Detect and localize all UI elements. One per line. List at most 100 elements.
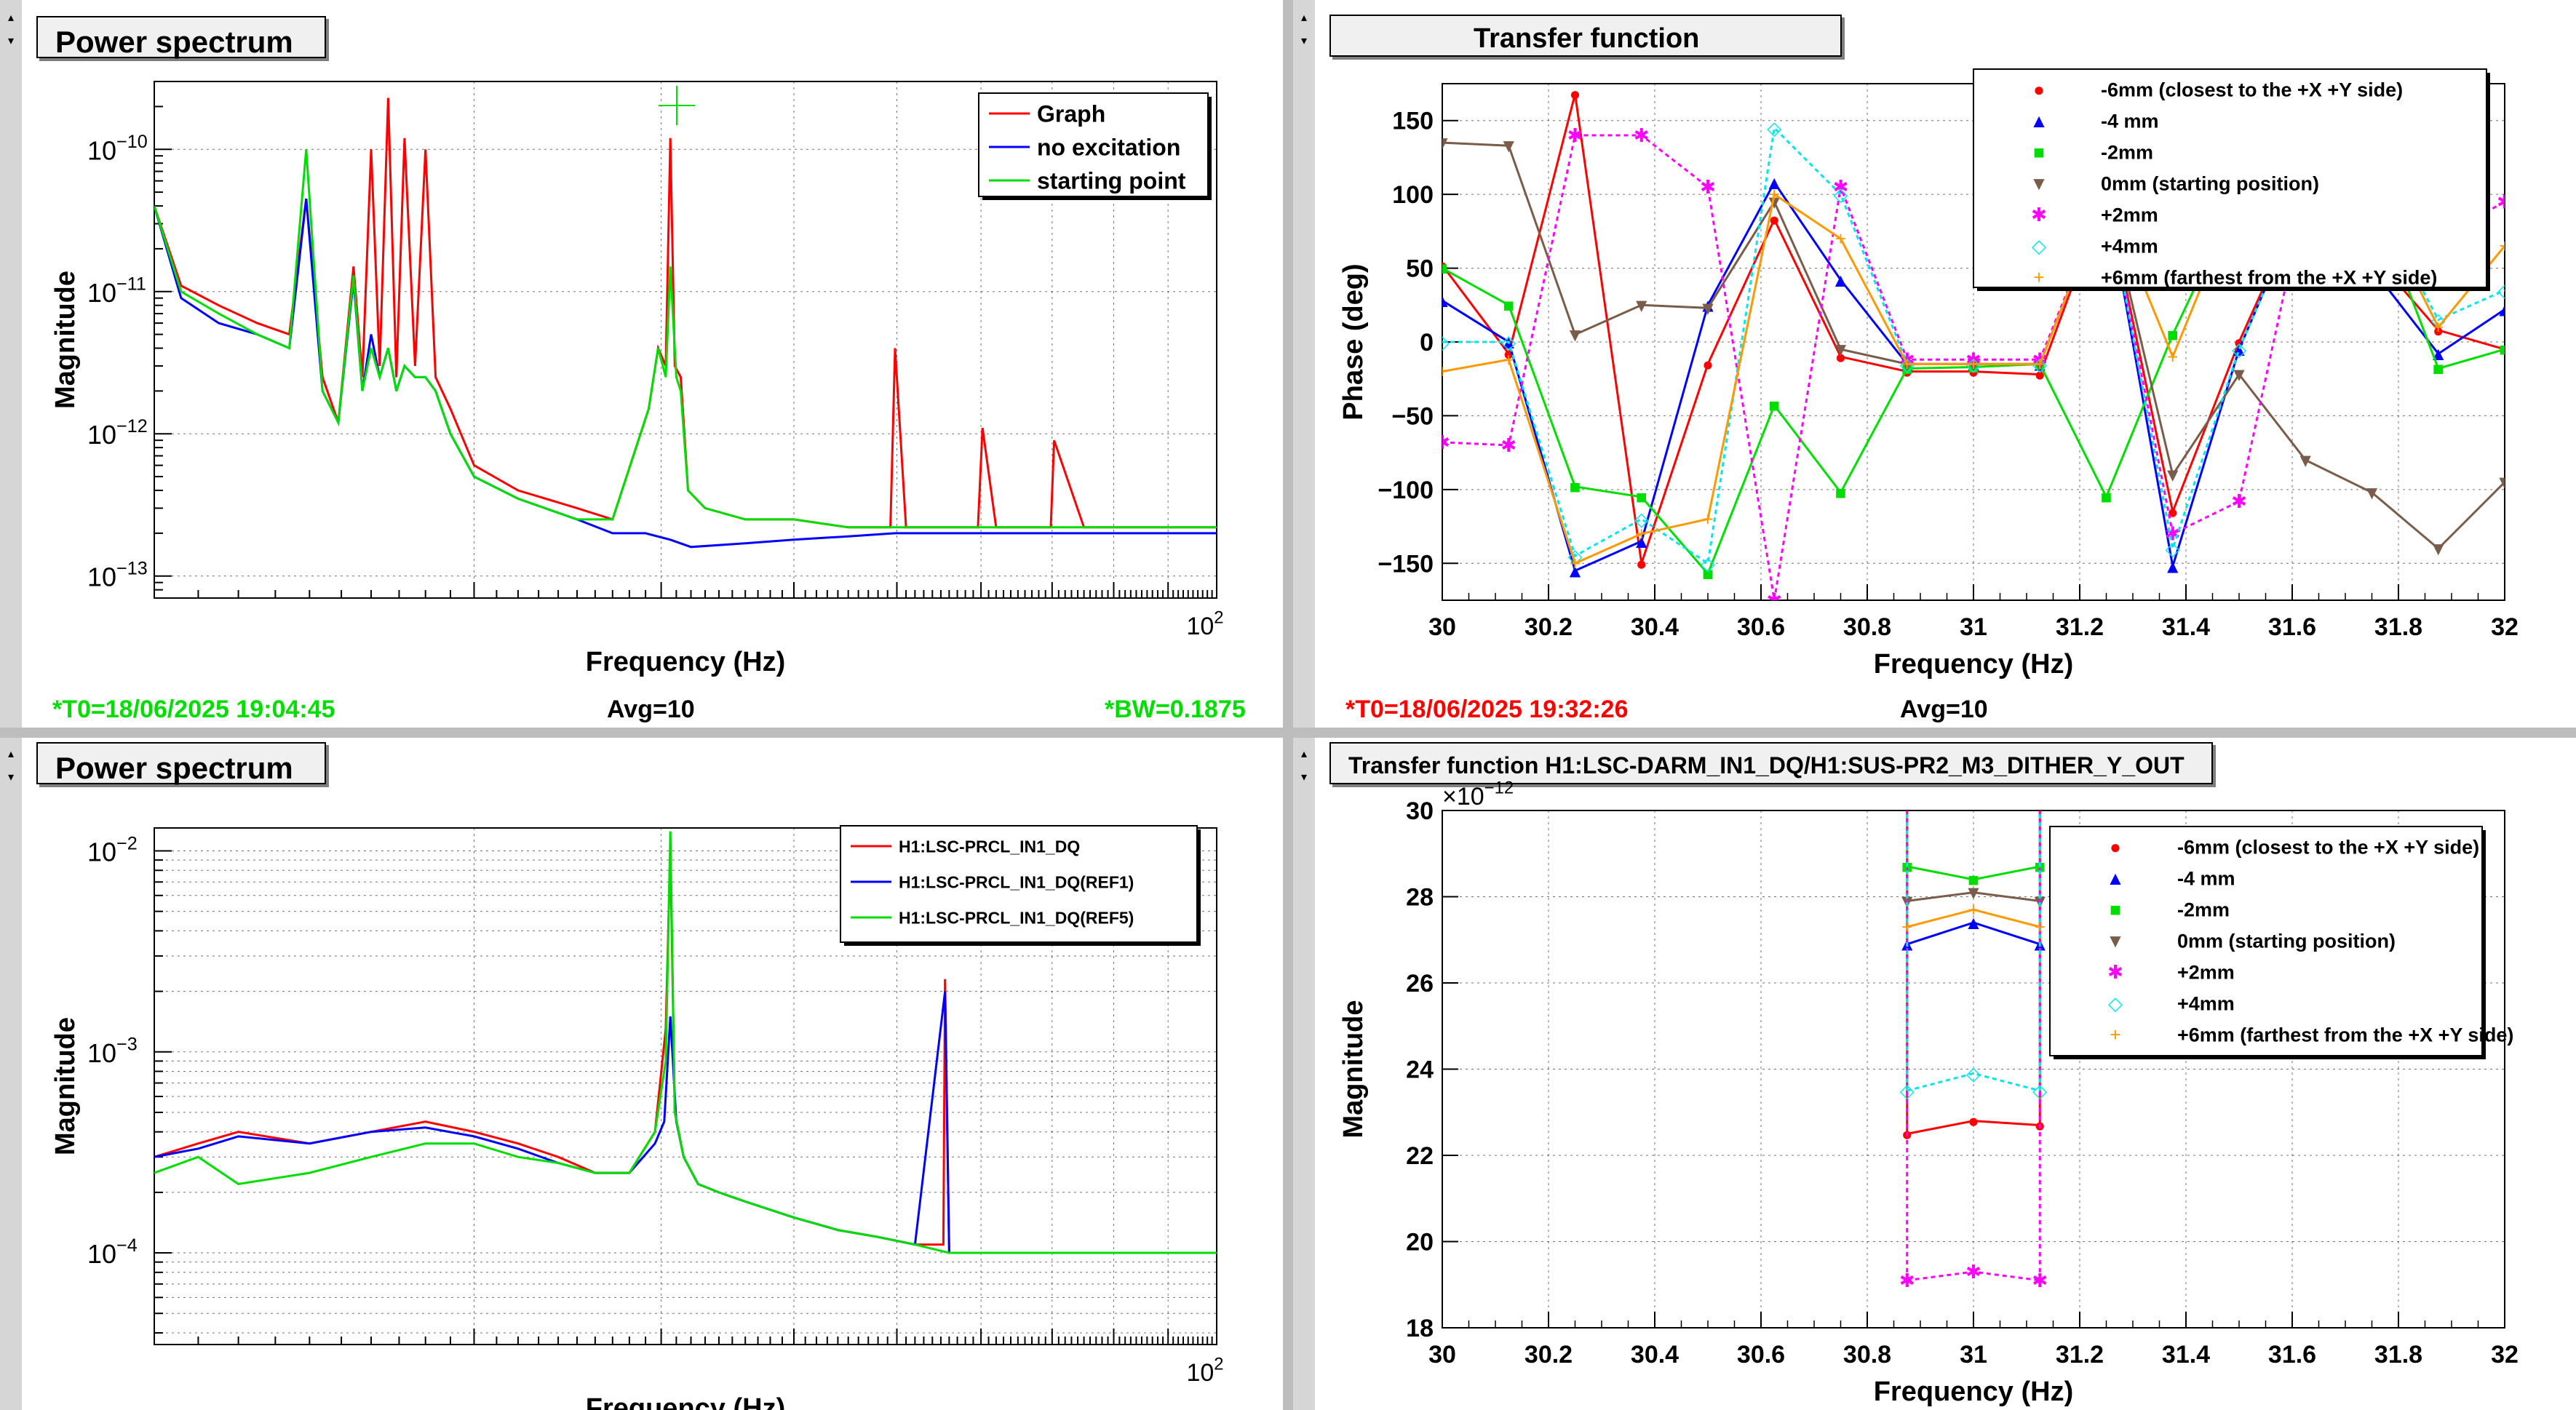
data-point: + (2035, 353, 2046, 375)
legend-label: +6mm (farthest from the +X +Y side) (2177, 1024, 2513, 1046)
panel-title: Power spectrum (36, 742, 326, 785)
y-tick-label: 24 (1406, 1056, 1434, 1084)
series-line (154, 991, 1217, 1254)
legend-marker: + (2110, 1024, 2120, 1045)
x-tick-label: 31 (1960, 613, 1987, 641)
y-tick-label: 10−12 (87, 416, 148, 450)
panel-scroll-strip: ▴ ▾ (0, 738, 22, 1410)
grid-lines (154, 828, 1217, 1345)
x-tick-label: 102 (1186, 608, 1223, 640)
plot-frame (154, 827, 1217, 1345)
data-point: ✱ (1766, 589, 1782, 611)
legend-label: 0mm (starting position) (2177, 931, 2396, 952)
data-point: + (1968, 899, 1979, 920)
data-point: ✱ (2497, 191, 2513, 212)
scroll-up-icon[interactable]: ▴ (1296, 746, 1312, 762)
data-point: ● (1901, 361, 1913, 383)
data-point: + (1570, 552, 1581, 574)
legend-marker: ▼ (2030, 172, 2048, 194)
legend-label: H1:LSC-PRCL_IN1_DQ (899, 837, 1080, 856)
legend-marker: ■ (2033, 141, 2045, 163)
y-tick-label: 100 (1392, 181, 1434, 209)
data-point: ● (1636, 552, 1647, 574)
x-tick-label: 30.6 (1737, 613, 1785, 641)
data-point: ■ (2433, 358, 2444, 380)
data-point: ■ (1702, 562, 1714, 584)
scroll-down-icon[interactable]: ▾ (3, 33, 19, 49)
panel-transfer-function-magnitude: ▴ ▾ Transfer function H1:LSC-DARM_IN1_DQ… (1293, 738, 2576, 1410)
data-point: ▼ (2163, 464, 2182, 486)
x-tick-label: 31.2 (2056, 613, 2104, 641)
data-point: ▲ (2163, 555, 2182, 577)
legend-label: -4 mm (2177, 868, 2235, 890)
data-point: ✱ (2231, 490, 2247, 512)
x-tick-label: 30.8 (1843, 1341, 1891, 1369)
x-tick-label: 31.6 (2268, 1341, 2316, 1369)
x-tick-label: 30.8 (1843, 613, 1891, 641)
data-point: ✱ (1700, 176, 1716, 198)
data-point: ■ (1968, 869, 1979, 891)
data-point: ▼ (2495, 471, 2514, 493)
panel-transfer-function-phase: ▴ ▾ Transfer function 30 30.2 30.4 30.6 30.8… (1293, 0, 2576, 728)
legend-label: +4mm (2101, 236, 2158, 258)
y-tick-label: 18 (1406, 1315, 1434, 1342)
y-tick-label: 10−13 (87, 559, 148, 592)
x-tick-label: 31.8 (2374, 613, 2422, 641)
data-point: ✱ (1965, 1261, 1981, 1283)
y-tick-label: −50 (1391, 402, 1434, 430)
scroll-up-icon[interactable]: ▴ (1296, 10, 1312, 26)
data-point: ◇ (1966, 1062, 1981, 1084)
data-point: + (2499, 235, 2510, 257)
scroll-up-icon[interactable]: ▴ (3, 746, 19, 762)
panel-scroll-strip: ▴ ▾ (0, 0, 22, 728)
legend-label: no excitation (1037, 135, 1180, 161)
panel-title-text: Transfer function (1474, 23, 1700, 54)
data-point: ■ (2167, 324, 2179, 346)
legend-marker: ● (2110, 836, 2121, 858)
data-point: + (1503, 348, 1514, 370)
data-point: ▼ (2363, 482, 2382, 503)
data-point: + (2433, 316, 2444, 338)
scroll-up-icon[interactable]: ▴ (3, 10, 19, 26)
legend-label: +6mm (farthest from the +X +Y side) (2101, 267, 2437, 289)
data-point: ✱ (1500, 434, 1516, 456)
y-tick-label: 50 (1406, 255, 1434, 283)
x-tick-label: 32 (2491, 1341, 2519, 1369)
legend-marker: ◇ (2032, 235, 2046, 257)
y-tick-label: 10−4 (87, 1235, 138, 1269)
legend: H1:LSC-PRCL_IN1_DQ H1:LSC-PRCL_IN1_DQ(REF… (840, 825, 1201, 946)
data-point: ● (1768, 209, 1780, 231)
legend-marker: ✱ (2031, 204, 2047, 226)
scroll-down-icon[interactable]: ▾ (1296, 770, 1312, 786)
chart-transfer-function-phase: 30 30.2 30.4 30.6 30.8 31 31.2 31.4 31.6 31.8 32 −1… (1338, 68, 2519, 680)
data-point: ■ (1436, 258, 1448, 279)
series-line (1907, 908, 2040, 928)
scroll-down-icon[interactable]: ▾ (3, 770, 19, 786)
x-tick-label: 30.2 (1524, 613, 1573, 641)
series-line (1442, 134, 2505, 600)
data-point: ▼ (1433, 132, 1452, 154)
data-point: ■ (1503, 294, 1514, 316)
legend-label: H1:LSC-PRCL_IN1_DQ(REF1) (899, 872, 1134, 891)
x-tick-label: 31 (1960, 1341, 1987, 1369)
x-tick-label: 31.4 (2162, 1341, 2210, 1369)
scroll-down-icon[interactable]: ▾ (1296, 33, 1312, 49)
data-point: ◇ (2431, 309, 2446, 331)
plot-frame (154, 81, 1217, 599)
data-point: ▼ (2429, 538, 2448, 559)
data-point: + (2035, 916, 2046, 938)
y-axis-label: Magnitude (1338, 1000, 1369, 1139)
chart-power-spectrum-bottom: 102 10−4 10−3 10−2 Frequency (Hz) Magnitude H1… (50, 825, 1224, 1410)
x-tick-label: 31.4 (2162, 613, 2210, 641)
series-line (1907, 1270, 2040, 1282)
y-axis-label: Magnitude (50, 271, 81, 409)
panel-title-text: Power spectrum (55, 25, 293, 59)
y-tick-label: 0 (1420, 329, 1434, 357)
data-point: ▼ (1632, 294, 1651, 316)
data-point: ✱ (1634, 124, 1650, 146)
legend-label: -2mm (2177, 899, 2230, 921)
data-point: + (1968, 353, 1979, 375)
series-line (154, 149, 1217, 529)
data-point: ✱ (1899, 1270, 1915, 1291)
series-line (1907, 1072, 2040, 1092)
